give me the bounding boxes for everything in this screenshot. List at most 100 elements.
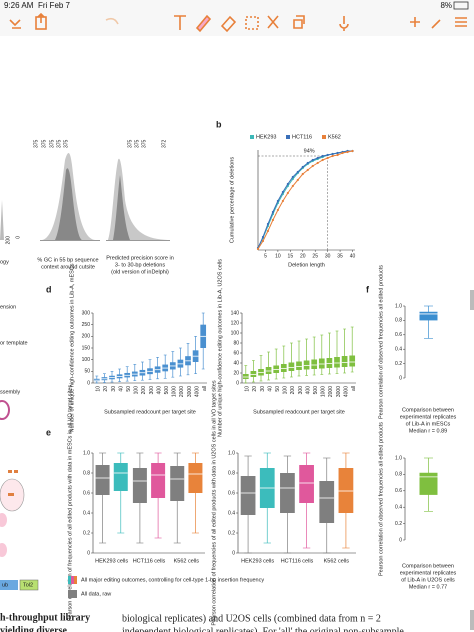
y-tick-label: 1.0 bbox=[83, 450, 90, 456]
pen-tool[interactable] bbox=[195, 14, 212, 33]
line-point bbox=[266, 222, 270, 226]
y-tick-label: 300 bbox=[82, 310, 91, 316]
lasso-tool[interactable] bbox=[245, 16, 259, 30]
line-point bbox=[326, 153, 329, 157]
hist-caption: % GC in 55 bp sequence bbox=[37, 257, 98, 263]
f-caption: experimental replicates bbox=[400, 570, 457, 576]
x-tick-label: 4000 bbox=[194, 386, 200, 397]
undo-icon[interactable] bbox=[105, 17, 119, 25]
y-tick-label: 0.4 bbox=[228, 510, 235, 516]
x-tick-label: 3000 bbox=[336, 386, 342, 397]
line-point bbox=[281, 199, 284, 203]
y-axis-label: Cumulative percentage of deletions bbox=[229, 157, 235, 243]
y-axis-label: Number of unique high-confidence editing… bbox=[69, 263, 75, 432]
box bbox=[311, 359, 318, 369]
legend-swatch bbox=[68, 576, 71, 584]
line-point bbox=[296, 170, 299, 174]
line-point bbox=[321, 158, 324, 162]
y-tick-label: 0.8 bbox=[395, 472, 402, 478]
y-tick-label: 20 bbox=[233, 370, 239, 376]
x-tick-label: 40 bbox=[118, 386, 124, 392]
box bbox=[188, 463, 203, 493]
hist-top-label: 372 bbox=[161, 139, 167, 148]
hist-top-label: 375 bbox=[141, 139, 147, 148]
legend-label: All major editing outcomes, controlling … bbox=[81, 577, 264, 583]
menu-icon[interactable] bbox=[455, 17, 467, 27]
status-time: 9:26 AM bbox=[4, 1, 34, 10]
box bbox=[280, 473, 295, 513]
line-point bbox=[306, 168, 309, 172]
diagram-shape bbox=[0, 580, 18, 590]
x-tick-label: 30 bbox=[325, 253, 331, 259]
toolbar-bg bbox=[0, 0, 474, 36]
histogram bbox=[113, 175, 130, 240]
line-point bbox=[311, 158, 314, 162]
legend-swatch bbox=[286, 135, 290, 139]
body-heading: h-throughput library bbox=[0, 612, 90, 623]
hist-top-label: 375 bbox=[63, 139, 69, 148]
eraser-tool[interactable] bbox=[220, 15, 237, 33]
body-heading: yielding diverse bbox=[0, 625, 68, 632]
x-tick-label: HCT116 cells bbox=[133, 558, 166, 564]
hist-caption: 3- to 30-bp deletions bbox=[115, 262, 165, 268]
hist-top-label: 375 bbox=[134, 139, 140, 148]
y-axis-label: Number of unique high-confidence editing… bbox=[217, 259, 223, 437]
text-tool[interactable] bbox=[174, 15, 186, 30]
box bbox=[338, 468, 354, 513]
x-tick-label: all bbox=[351, 386, 357, 391]
body-text: independent biological replicates). For … bbox=[122, 626, 404, 632]
panel-label: f bbox=[366, 284, 370, 294]
y-tick-label: 150 bbox=[82, 345, 91, 351]
margin-text: ssembly bbox=[0, 389, 20, 395]
x-tick-label: 5 bbox=[264, 253, 267, 259]
x-tick-label: 400 bbox=[305, 386, 311, 395]
legend-swatch bbox=[322, 135, 326, 139]
y-tick-label: 0 bbox=[232, 550, 235, 556]
margin-text: or template bbox=[0, 340, 28, 346]
x-tick-label: 200 bbox=[290, 386, 296, 395]
line-point bbox=[311, 164, 314, 168]
annotation: 94% bbox=[304, 148, 315, 154]
diagram-shape bbox=[8, 493, 14, 496]
x-tick-label: 20 bbox=[103, 386, 109, 392]
box bbox=[349, 355, 356, 367]
line-point bbox=[286, 191, 289, 195]
f-caption: of Lib-A in U2OS cells bbox=[401, 577, 455, 583]
y-tick-label: 0 bbox=[87, 550, 90, 556]
box bbox=[250, 371, 257, 377]
x-tick-label: 20 bbox=[300, 253, 306, 259]
y-tick-label: 0.8 bbox=[228, 470, 235, 476]
add-icon[interactable] bbox=[410, 17, 420, 27]
x-tick-label: 50 bbox=[126, 386, 132, 392]
f-caption: Comparison between bbox=[402, 407, 454, 413]
mic-icon[interactable] bbox=[339, 16, 349, 31]
box bbox=[319, 481, 335, 523]
scissors-tool[interactable] bbox=[267, 15, 279, 29]
diagram-shape bbox=[19, 579, 39, 591]
panel-label: e bbox=[46, 427, 51, 437]
line-point bbox=[351, 149, 354, 153]
y-tick-label: 0.6 bbox=[395, 488, 402, 494]
line-point bbox=[336, 153, 339, 157]
x-tick-label: 2000 bbox=[328, 386, 334, 397]
copy-tool[interactable] bbox=[293, 15, 305, 29]
diagram-label: ub bbox=[2, 582, 8, 588]
y-tick-label: 0 bbox=[399, 537, 402, 543]
back-icon[interactable] bbox=[9, 19, 21, 29]
scroll-indicator bbox=[470, 290, 474, 310]
tools-icon[interactable] bbox=[431, 19, 441, 29]
x-tick-label: 10 bbox=[245, 386, 251, 392]
y-axis-label: Pearson correlation of observed frequenc… bbox=[378, 422, 384, 576]
y-tick-label: 1.0 bbox=[395, 303, 402, 309]
x-tick-label: 30 bbox=[111, 386, 117, 392]
line-point bbox=[281, 190, 284, 194]
share-arrow[interactable] bbox=[37, 12, 45, 23]
y-tick-label: 250 bbox=[82, 322, 91, 328]
axis-fragment: 200 bbox=[5, 236, 11, 245]
box bbox=[95, 465, 110, 495]
scroll-indicator bbox=[470, 610, 474, 630]
f-caption: Median r = 0.89 bbox=[409, 428, 447, 434]
line-point bbox=[316, 161, 319, 165]
hist-top-label: 375 bbox=[33, 139, 39, 148]
line-point bbox=[271, 218, 275, 222]
